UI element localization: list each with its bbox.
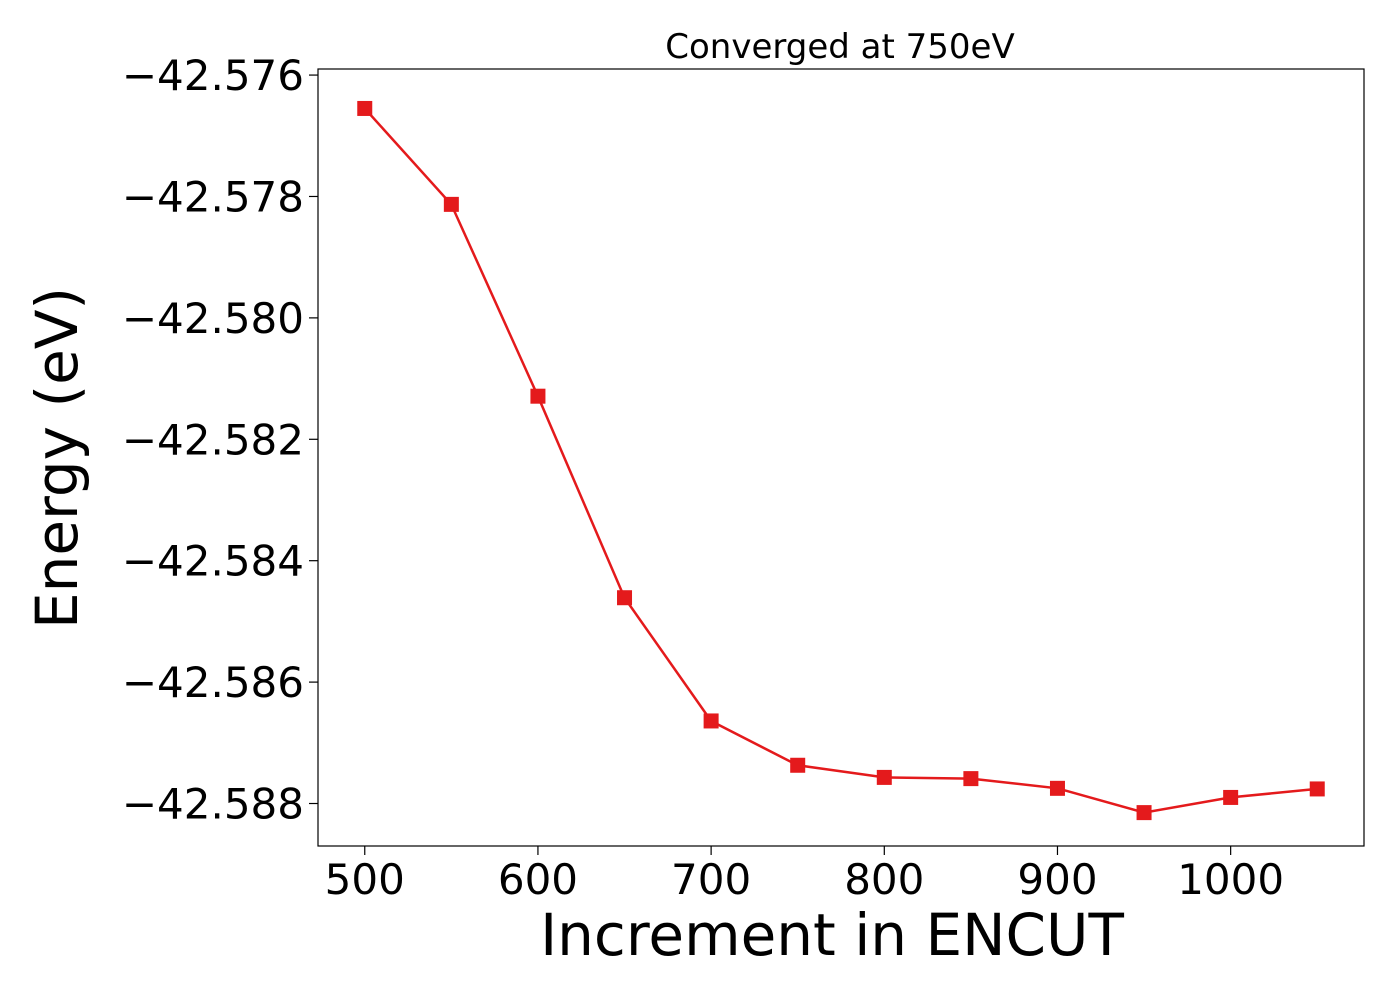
y-axis-label: Energy (eV) xyxy=(23,287,91,629)
y-tick-label: −42.578 xyxy=(122,172,304,221)
plot-frame xyxy=(317,68,1365,847)
x-axis: 500 600 700 800 900 1000 xyxy=(325,846,1284,904)
data-point-marker xyxy=(703,713,719,729)
series-layer xyxy=(357,100,1325,821)
y-tick-label: −42.580 xyxy=(122,294,304,343)
y-axis: −42.576 −42.578 −42.580 −42.582 −42.584 −42.5… xyxy=(122,51,318,829)
y-tick-label: −42.586 xyxy=(122,658,304,707)
series-line xyxy=(363,107,1318,814)
data-point-marker xyxy=(1136,805,1152,821)
x-tick-label: 900 xyxy=(1017,855,1097,904)
x-tick-label: 800 xyxy=(844,855,924,904)
data-point-marker xyxy=(1223,789,1239,805)
data-point-marker xyxy=(790,757,806,773)
data-point-marker xyxy=(1309,781,1325,797)
x-tick-label: 1000 xyxy=(1177,855,1284,904)
x-tick-label: 600 xyxy=(498,855,578,904)
chart-title: Converged at 750eV xyxy=(665,27,1014,67)
data-point-marker xyxy=(963,771,979,787)
y-tick-label: −42.588 xyxy=(122,780,304,829)
x-tick-label: 500 xyxy=(325,855,405,904)
data-point-marker xyxy=(876,769,892,785)
x-tick-label: 700 xyxy=(671,855,751,904)
y-tick-label: −42.584 xyxy=(122,537,304,586)
data-point-marker xyxy=(443,196,459,212)
data-point-marker xyxy=(617,590,633,606)
x-axis-label: Increment in ENCUT xyxy=(540,901,1124,969)
data-point-marker xyxy=(530,388,546,404)
data-point-marker xyxy=(357,100,373,116)
data-point-marker xyxy=(1049,780,1065,796)
y-tick-label: −42.576 xyxy=(122,51,304,100)
y-tick-label: −42.582 xyxy=(122,415,304,464)
